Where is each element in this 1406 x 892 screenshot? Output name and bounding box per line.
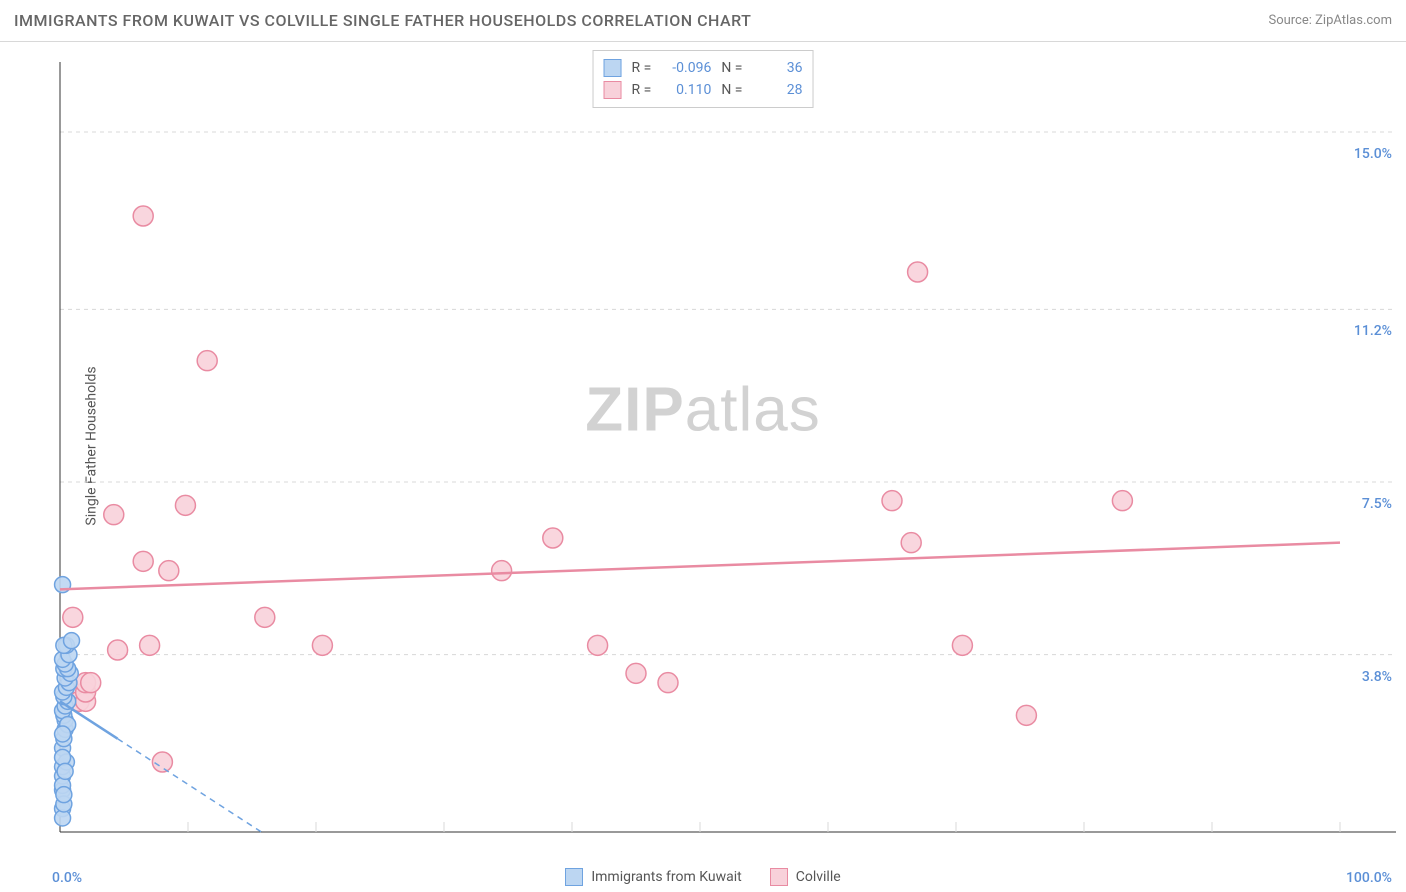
scatter-chart — [50, 42, 1396, 854]
y-tick-label: 7.5% — [1362, 496, 1392, 512]
source-label: Source: ZipAtlas.com — [1268, 13, 1392, 28]
stat-n-a: 36 — [752, 60, 802, 76]
legend-swatch-b-icon — [770, 868, 788, 886]
stat-r-label: R = — [632, 82, 652, 98]
y-tick-label: 15.0% — [1354, 146, 1392, 162]
swatch-b-icon — [604, 81, 622, 99]
stat-n-b: 28 — [752, 82, 802, 98]
y-tick-label: 11.2% — [1354, 323, 1392, 339]
stats-legend: R = -0.096 N = 36 R = 0.110 N = 28 — [593, 50, 814, 108]
legend-swatch-a-icon — [565, 868, 583, 886]
chart-area — [50, 42, 1396, 854]
stat-r-b: 0.110 — [661, 82, 711, 98]
stat-n-label: N = — [721, 82, 742, 98]
legend-label-b: Colville — [796, 869, 841, 885]
legend-item-a: Immigrants from Kuwait — [565, 868, 741, 886]
y-tick-label: 3.8% — [1362, 669, 1392, 685]
stat-n-label: N = — [721, 60, 742, 76]
stat-r-a: -0.096 — [661, 60, 711, 76]
header-bar: IMMIGRANTS FROM KUWAIT VS COLVILLE SINGL… — [0, 0, 1406, 42]
stats-row-b: R = 0.110 N = 28 — [604, 79, 803, 101]
stats-row-a: R = -0.096 N = 36 — [604, 57, 803, 79]
page-title: IMMIGRANTS FROM KUWAIT VS COLVILLE SINGL… — [14, 11, 751, 30]
stat-r-label: R = — [632, 60, 652, 76]
bottom-legend: Immigrants from Kuwait Colville — [0, 868, 1406, 886]
legend-label-a: Immigrants from Kuwait — [591, 869, 741, 885]
swatch-a-icon — [604, 59, 622, 77]
legend-item-b: Colville — [770, 868, 841, 886]
